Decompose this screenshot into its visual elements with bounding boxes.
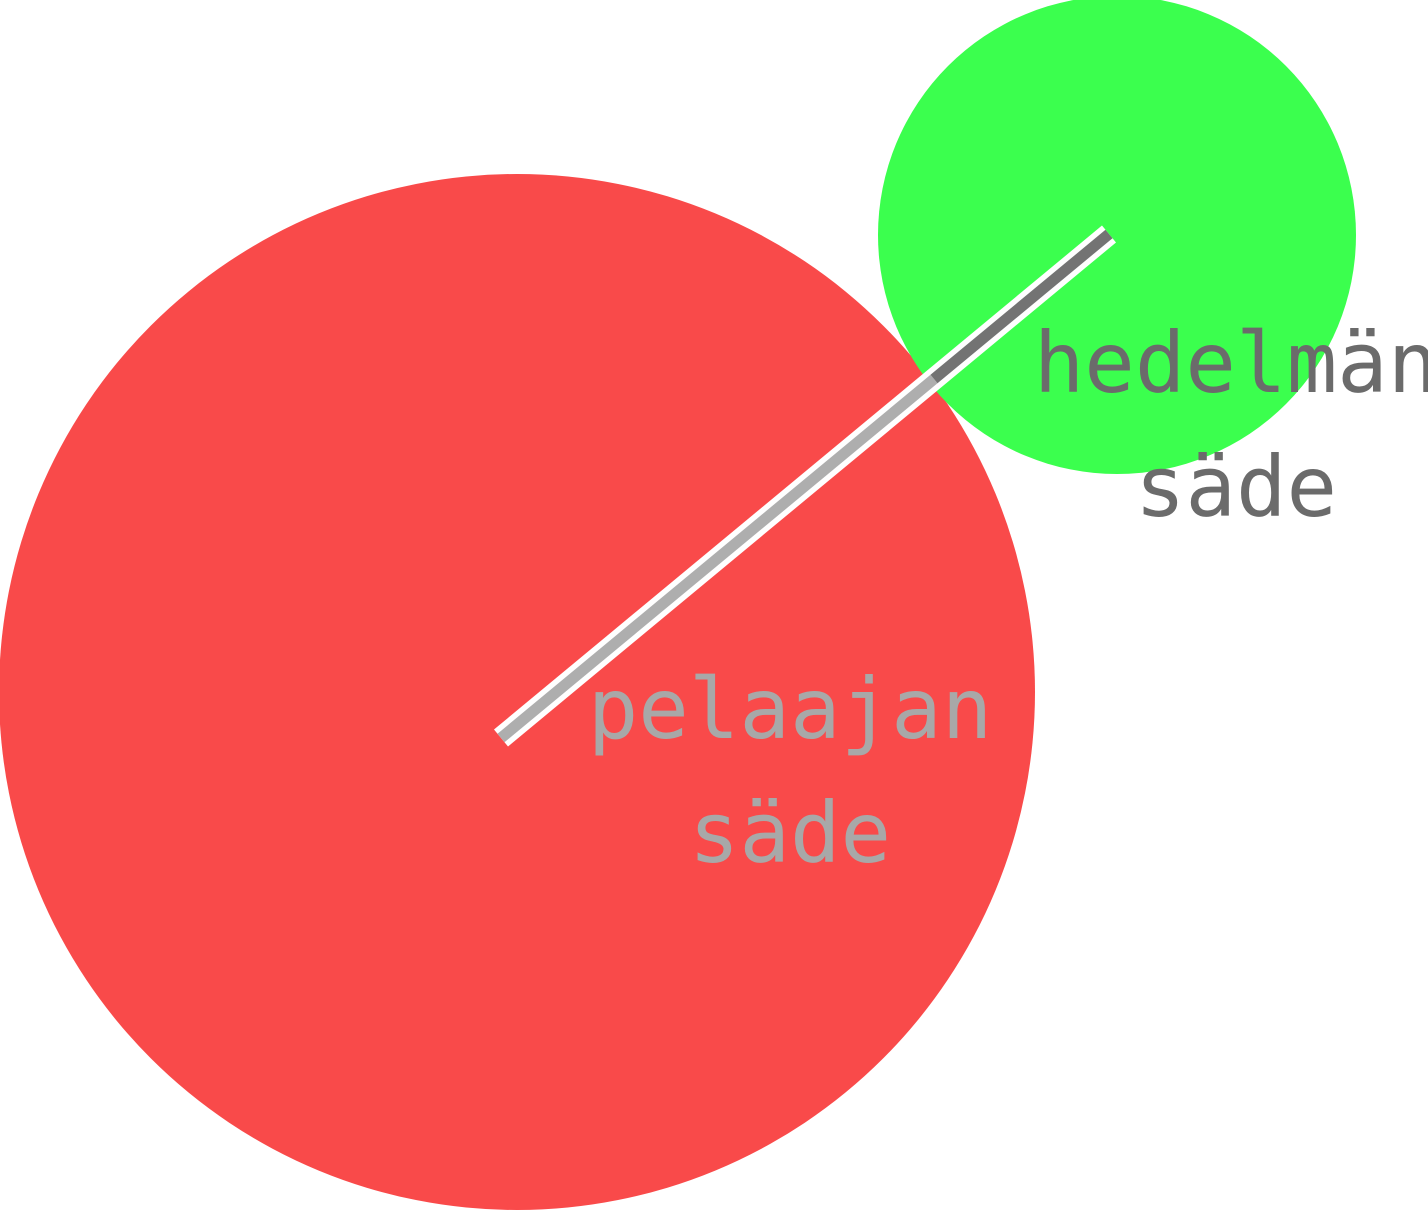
player-circle	[0, 174, 1035, 1210]
fruit-radius-line	[930, 229, 1113, 384]
fruit-radius-label-line2: säde	[1135, 438, 1337, 536]
fruit-radius-label-line1: hedelmän	[1034, 314, 1428, 412]
fruit-circle	[878, 0, 1356, 474]
player-radius-line	[497, 374, 938, 743]
player-radius-label-line1: pelaajan	[588, 660, 993, 758]
player-radius-label-line2: säde	[689, 784, 891, 882]
